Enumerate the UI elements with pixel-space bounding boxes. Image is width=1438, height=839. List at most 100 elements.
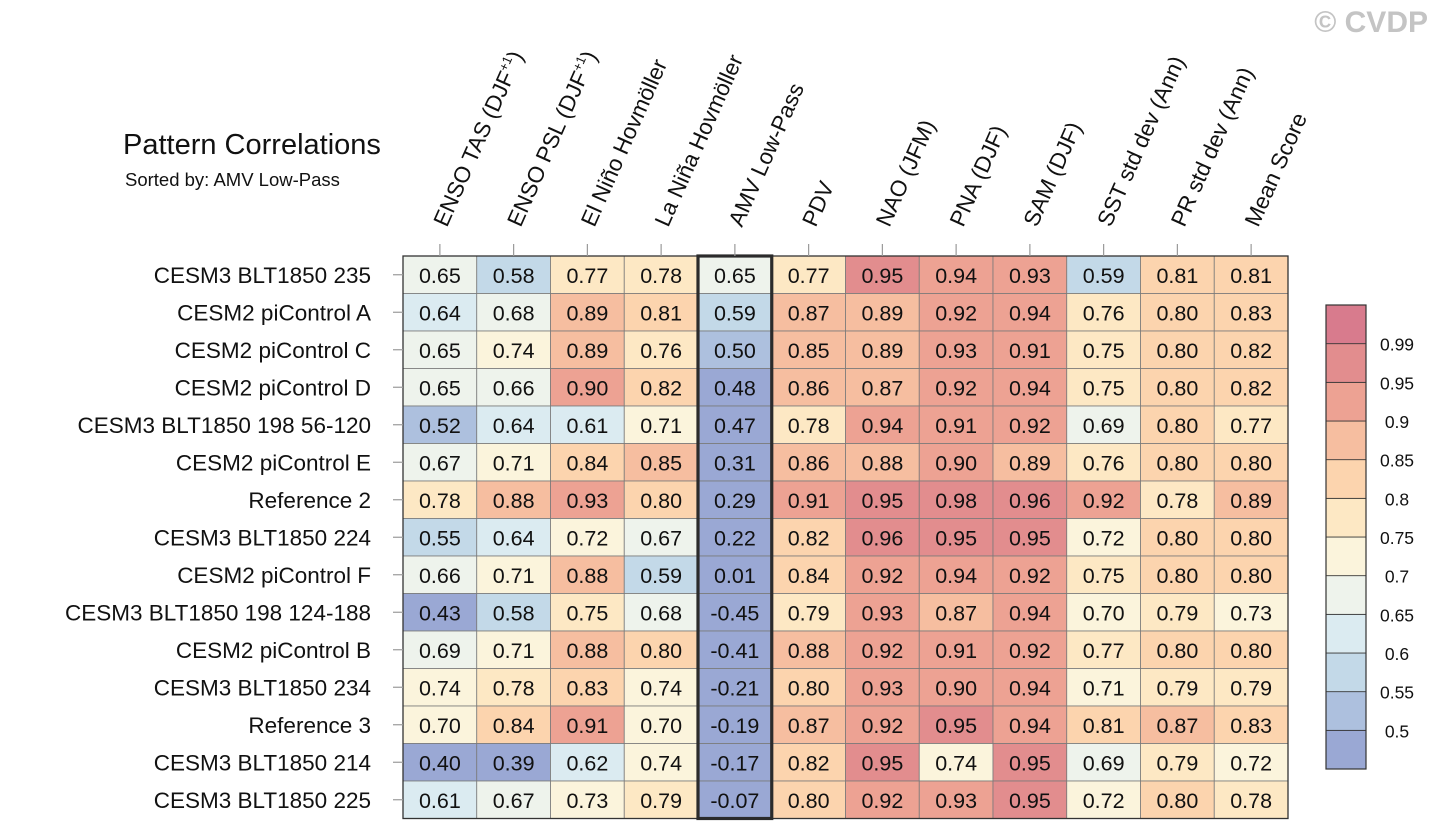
- colorbar-swatch: [1325, 343, 1367, 383]
- column-label-pr-std-dev-ann: PR std dev (Ann): [1166, 63, 1259, 230]
- cell-value-label: 0.85: [640, 451, 682, 475]
- cell-value-label: 0.80: [1156, 451, 1198, 475]
- cell-value-label: 0.93: [935, 789, 977, 813]
- cell-value-label: 0.89: [566, 301, 608, 325]
- colorbar-tick-label: 0.9: [1385, 412, 1409, 432]
- heatmap-cell: [845, 705, 920, 744]
- heatmap-cell: [550, 593, 625, 632]
- cell-value-label: 0.65: [419, 264, 461, 288]
- cell-value-label: 0.80: [1156, 526, 1198, 550]
- cell-value-label: 0.72: [1230, 751, 1272, 775]
- cell-value-label: 0.59: [1083, 264, 1125, 288]
- cell-value-label: -0.21: [710, 676, 759, 700]
- cell-value-label: 0.90: [935, 451, 977, 475]
- cell-value-label: 0.78: [1230, 789, 1272, 813]
- cell-value-label: 0.67: [419, 451, 461, 475]
- cell-value-label: 0.84: [566, 451, 608, 475]
- heatmap-cell: [550, 518, 625, 557]
- heatmap-cell: [476, 780, 551, 819]
- cell-value-label: 0.94: [1009, 714, 1051, 738]
- heatmap-cell: [1213, 743, 1289, 782]
- cell-value-label: 0.93: [861, 676, 903, 700]
- cell-value-label: 0.89: [1009, 451, 1051, 475]
- cell-value-label: 0.84: [493, 714, 535, 738]
- cell-value-label: 0.78: [1156, 489, 1198, 513]
- cell-value-label: 0.74: [935, 751, 977, 775]
- cell-value-label: 0.85: [788, 339, 830, 363]
- heatmap-cell: [476, 743, 551, 782]
- heatmap-cell: [623, 405, 699, 444]
- cell-value-label: 0.76: [640, 339, 682, 363]
- heatmap-cell: [550, 368, 625, 407]
- heatmap-cell: [1066, 293, 1141, 332]
- heatmap-cell: [697, 630, 773, 669]
- cell-value-label: 0.65: [714, 264, 756, 288]
- cell-value-label: 0.88: [566, 639, 608, 663]
- cell-value-label: 0.87: [1156, 714, 1198, 738]
- row-label-reference-3: Reference 3: [248, 713, 371, 738]
- heatmap-cell: [992, 518, 1068, 557]
- axis-ticks: [393, 244, 1252, 801]
- heatmap-cell: [623, 743, 699, 782]
- heatmap-cell: [1066, 518, 1141, 557]
- cell-value-label: 0.87: [788, 301, 830, 325]
- cell-value-label: 0.90: [935, 676, 977, 700]
- cell-value-label: 0.52: [419, 414, 461, 438]
- heatmap-cell: [992, 443, 1068, 482]
- heatmap-cell: [1066, 743, 1141, 782]
- cell-value-label: 0.81: [1230, 264, 1272, 288]
- cell-value-label: 0.95: [1009, 751, 1051, 775]
- cell-value-label: 0.68: [493, 301, 535, 325]
- heatmap-cell: [476, 705, 551, 744]
- cell-value-label: 0.70: [640, 714, 682, 738]
- heatmap-cell: [476, 405, 551, 444]
- cell-value-label: 0.96: [861, 526, 903, 550]
- heatmap-cell: [845, 330, 920, 369]
- row-label-cesm3-blt1850-235: CESM3 BLT1850 235: [154, 263, 371, 288]
- heatmap-cell: [1213, 443, 1289, 482]
- heatmap-cell: [918, 480, 994, 519]
- cell-value-label: 0.77: [566, 264, 608, 288]
- cell-value-label: 0.69: [419, 639, 461, 663]
- colorbar-frame: [1325, 304, 1367, 770]
- colorbar: 0.5 0.55 0.6 0.65 0.7 0.75 0.8 0.85 0.9 0.95 0.99: [1325, 304, 1414, 770]
- cell-value-label: 0.75: [566, 601, 608, 625]
- cell-value-label: 0.64: [419, 301, 461, 325]
- cell-value-label: 0.80: [640, 639, 682, 663]
- cell-value-label: 0.87: [788, 714, 830, 738]
- cell-value-label: 0.79: [640, 789, 682, 813]
- cell-value-label: 0.95: [861, 751, 903, 775]
- cell-value-label: 0.91: [1009, 339, 1051, 363]
- heatmap-cell: [623, 293, 699, 332]
- cell-value-label: 0.80: [1230, 639, 1272, 663]
- heatmap-cell: [1140, 593, 1215, 632]
- heatmap-cell: [623, 480, 699, 519]
- cell-value-label: 0.74: [640, 676, 682, 700]
- colorbar-tick-label: 0.65: [1380, 605, 1414, 625]
- cell-value-label: 0.95: [861, 264, 903, 288]
- column-label-mean-score: Mean Score: [1240, 109, 1312, 230]
- cell-value-label: -0.41: [710, 639, 759, 663]
- cell-value-label: 0.91: [935, 414, 977, 438]
- cell-value-label: 0.75: [1083, 339, 1125, 363]
- colorbar-tick-label: 0.55: [1380, 683, 1414, 703]
- cell-value-label: 0.79: [1156, 676, 1198, 700]
- cell-value-label: 0.95: [861, 489, 903, 513]
- colorbar-tick-label: 0.7: [1385, 567, 1409, 587]
- colorbar-swatch: [1325, 381, 1367, 422]
- colorbar-tick-label: 0.75: [1380, 528, 1414, 548]
- heatmap-cell: [845, 368, 920, 407]
- cell-value-label: 0.80: [1156, 376, 1198, 400]
- heatmap-cell: [550, 630, 625, 669]
- heatmap-cell: [845, 255, 920, 294]
- cell-value-label: 0.84: [788, 564, 830, 588]
- cell-value-label: 0.80: [1156, 789, 1198, 813]
- heatmap-cell: [550, 743, 625, 782]
- row-label-cesm3-blt1850-224: CESM3 BLT1850 224: [154, 525, 371, 550]
- cell-value-label: 0.72: [566, 526, 608, 550]
- heatmap-cell: [845, 780, 920, 819]
- cell-value-label: 0.93: [566, 489, 608, 513]
- heatmap-cell: [697, 443, 773, 482]
- heatmap-cell: [550, 405, 625, 444]
- heatmap-cell: [918, 743, 994, 782]
